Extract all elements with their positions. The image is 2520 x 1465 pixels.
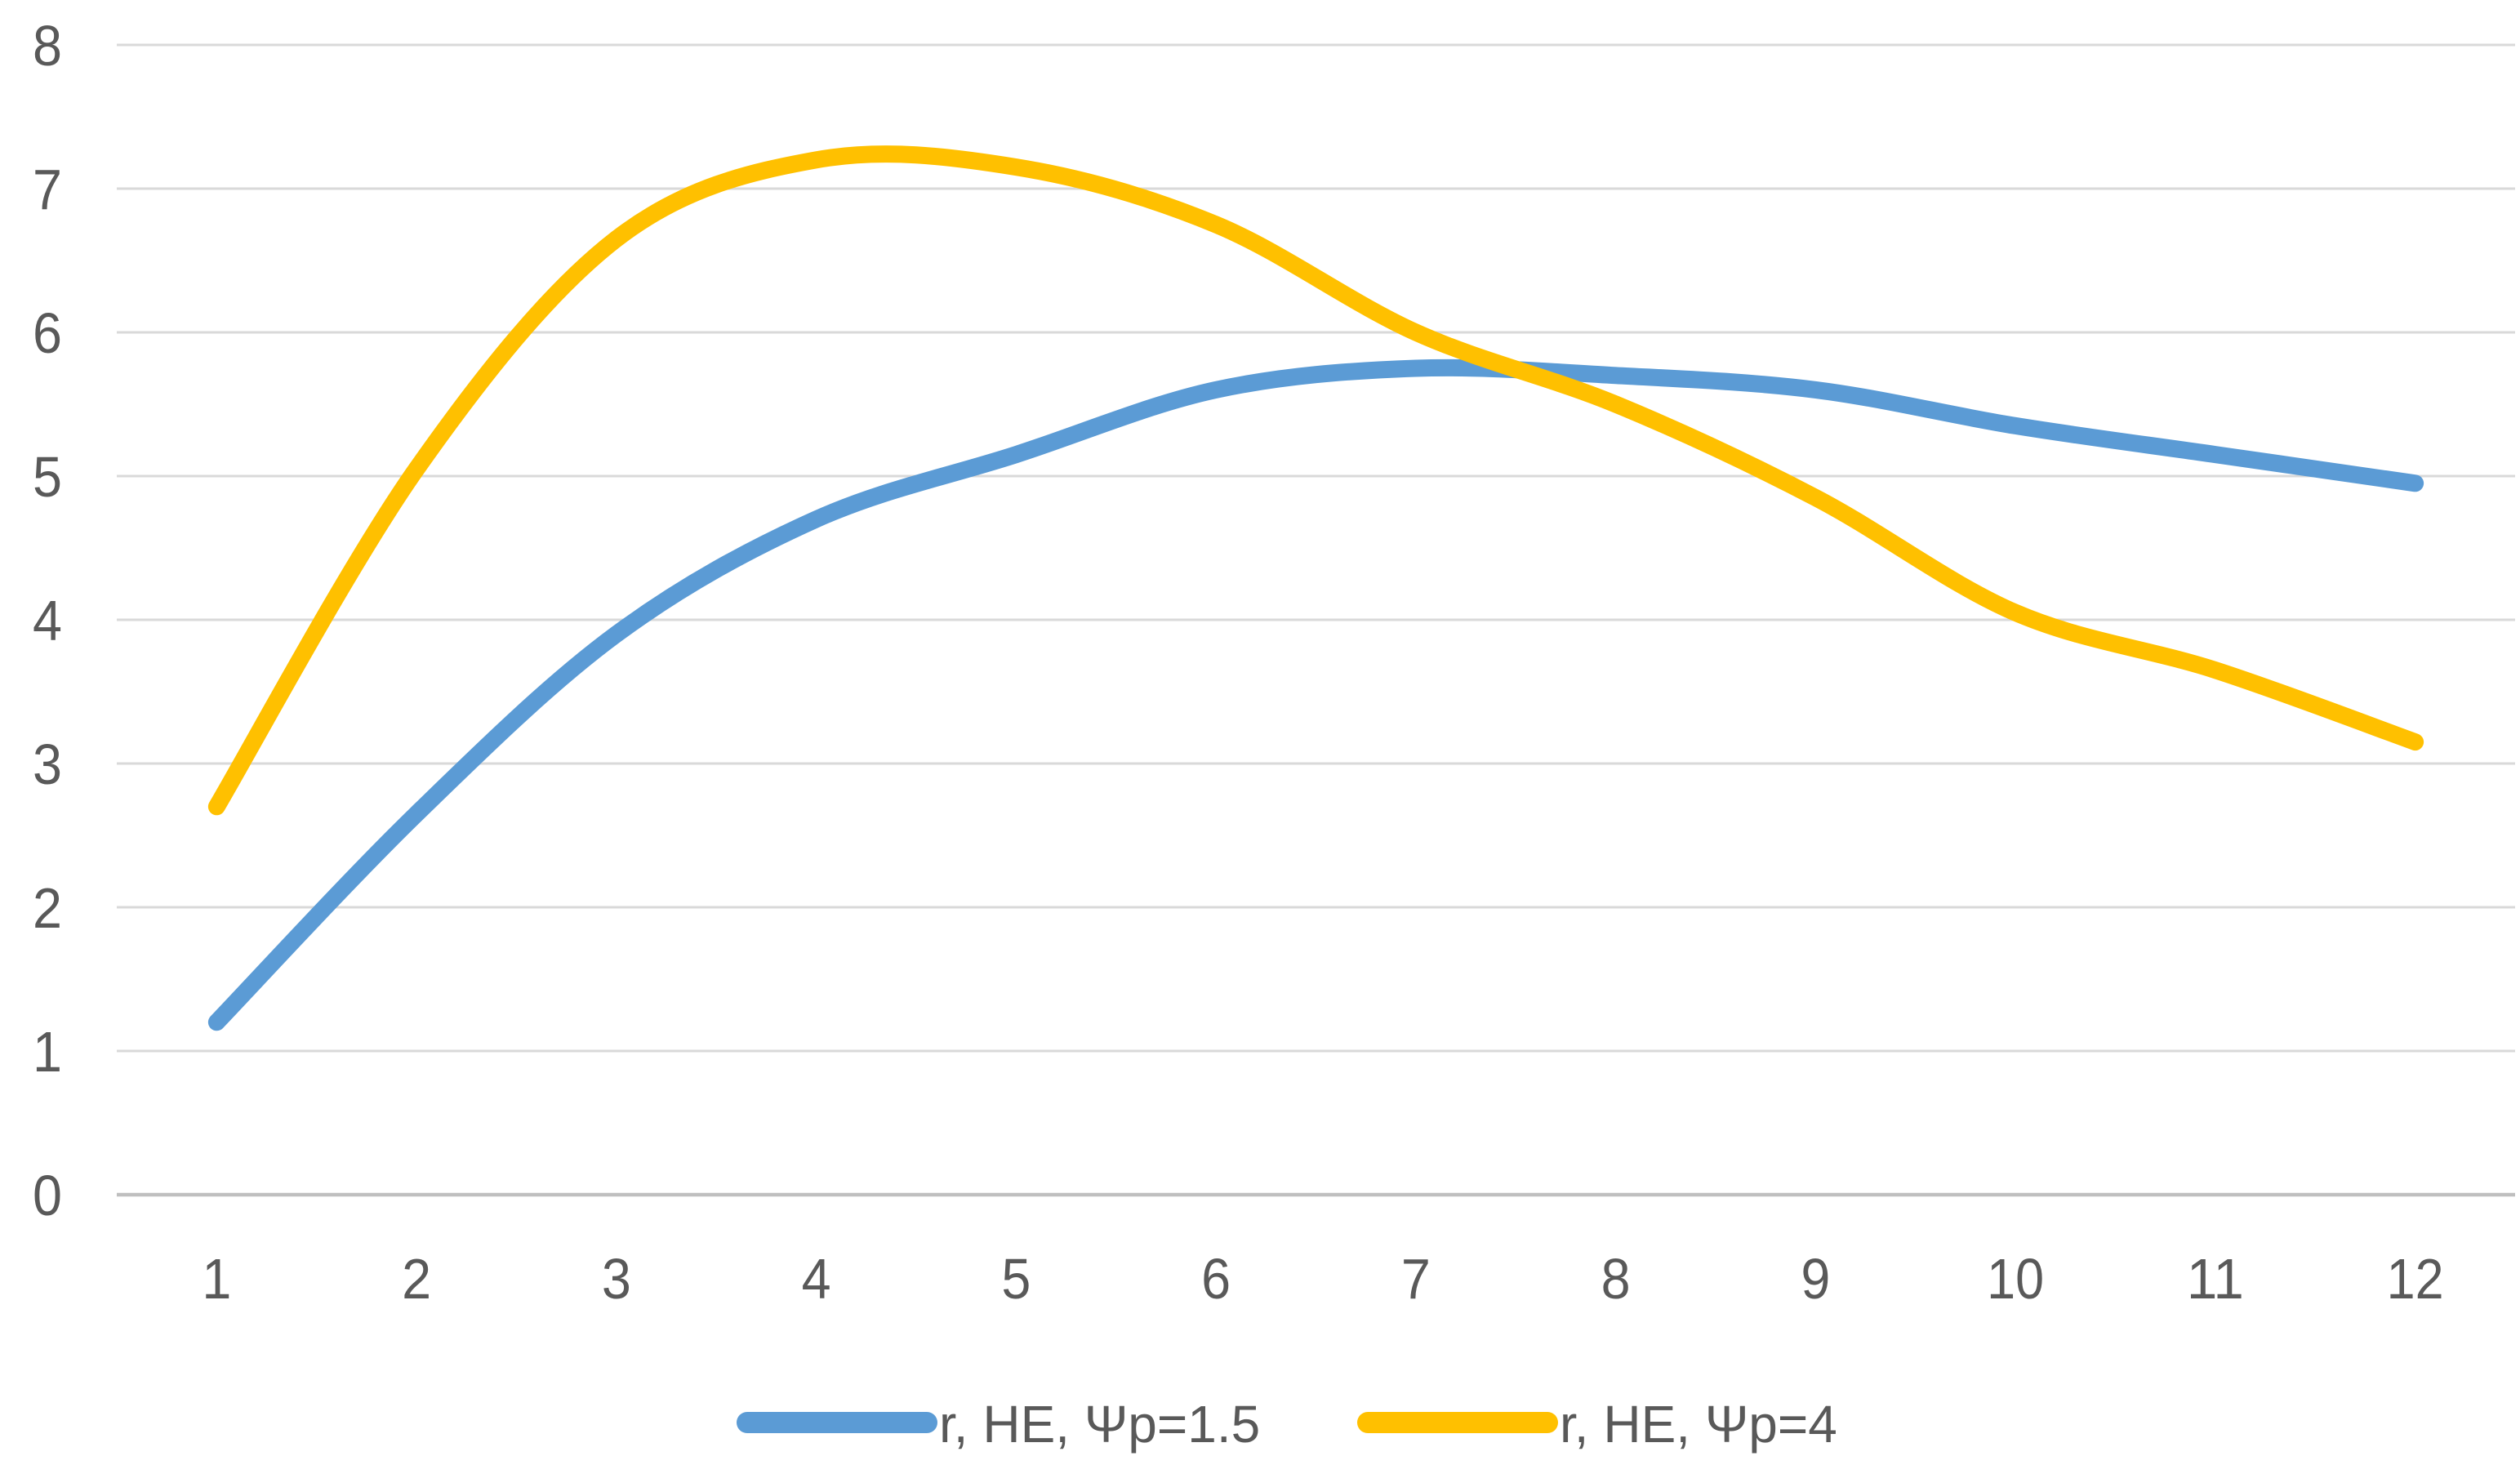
x-tick-label: 3 [602, 1247, 631, 1311]
legend-label-psi-1-5: r, HE, Ψp=1.5 [939, 1395, 1260, 1454]
x-axis-labels: 1 2 3 4 5 6 7 8 9 10 11 12 [202, 1247, 2443, 1311]
x-tick-label: 6 [1201, 1247, 1231, 1311]
legend-item-psi-1-5: r, HE, Ψp=1.5 [737, 1395, 1260, 1454]
y-tick-label: 6 [33, 301, 62, 365]
series-line-psi-4 [207, 145, 2424, 816]
x-tick-label: 8 [1601, 1247, 1631, 1311]
y-tick-label: 4 [33, 589, 62, 652]
legend-label-psi-4: r, HE, Ψp=4 [1560, 1395, 1837, 1454]
legend: r, HE, Ψp=1.5 r, HE, Ψp=4 [737, 1395, 1837, 1454]
x-tick-label: 1 [202, 1247, 231, 1311]
y-axis-labels: 0 1 2 3 4 5 6 7 8 [33, 14, 62, 1227]
x-tick-label: 10 [1987, 1247, 2044, 1311]
x-tick-label: 12 [2387, 1247, 2444, 1311]
y-tick-label: 5 [33, 445, 62, 509]
x-tick-label: 9 [1801, 1247, 1830, 1311]
y-tick-label: 2 [33, 876, 62, 940]
series-line-psi-1-5 [207, 358, 2424, 1031]
y-tick-label: 8 [33, 14, 62, 78]
x-tick-label: 4 [802, 1247, 831, 1311]
y-tick-label: 1 [33, 1020, 62, 1084]
y-tick-label: 0 [33, 1164, 62, 1227]
x-tick-label: 5 [1001, 1247, 1031, 1311]
y-tick-label: 3 [33, 732, 62, 796]
x-tick-label: 11 [2187, 1247, 2244, 1311]
legend-item-psi-4: r, HE, Ψp=4 [1357, 1395, 1837, 1454]
y-tick-label: 7 [33, 158, 62, 221]
x-tick-label: 7 [1401, 1247, 1431, 1311]
x-tick-label: 2 [402, 1247, 431, 1311]
